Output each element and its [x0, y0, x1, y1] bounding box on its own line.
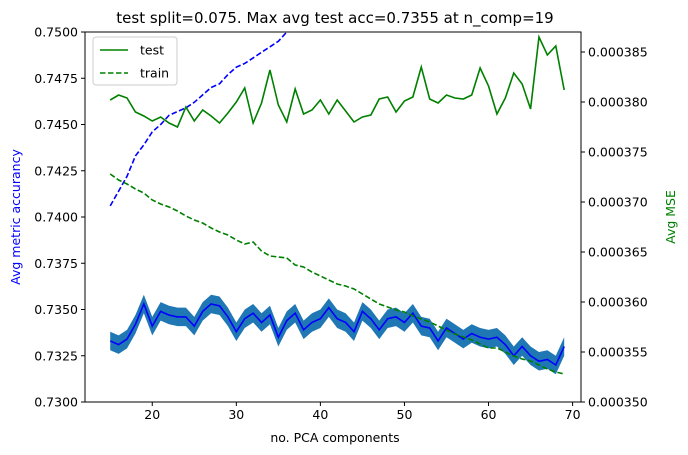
- left-y-tick-label: 0.7375: [34, 256, 78, 271]
- x-axis: 20 30 40 50 60 70: [144, 402, 581, 422]
- chart-title: test split=0.075. Max avg test acc=0.735…: [116, 9, 553, 28]
- right-y-tick-label: 0.000380: [588, 95, 648, 110]
- left-y-tick-label: 0.7400: [34, 210, 78, 225]
- left-y-tick-label: 0.7350: [34, 302, 78, 317]
- x-tick-label: 50: [397, 407, 413, 422]
- x-tick-label: 60: [481, 407, 497, 422]
- left-y-tick-label: 0.7425: [34, 163, 78, 178]
- train-mse-line: [109, 173, 565, 375]
- left-y-tick-label: 0.7500: [34, 25, 78, 40]
- right-y-tick-label: 0.000375: [588, 145, 648, 160]
- x-tick-label: 30: [228, 407, 244, 422]
- test-accuracy-band: [110, 294, 565, 375]
- left-y-tick-label: 0.7450: [34, 117, 78, 132]
- left-y-tick-label: 0.7325: [34, 348, 78, 363]
- plot-layer: [109, 32, 565, 375]
- left-y-axis-label: Avg metric accurancy: [8, 149, 23, 285]
- x-tick-label: 20: [144, 407, 160, 422]
- right-y-tick-label: 0.000360: [588, 295, 648, 310]
- train-accuracy-line: [109, 32, 288, 207]
- legend-train-label: train: [140, 66, 169, 81]
- x-axis-label: no. PCA components: [270, 430, 399, 445]
- right-y-tick-label: 0.000350: [588, 395, 648, 410]
- left-y-tick-label: 0.7300: [34, 395, 78, 410]
- x-tick-label: 40: [312, 407, 328, 422]
- test-mse-line: [109, 34, 565, 129]
- x-tick-label: 70: [565, 407, 581, 422]
- right-y-tick-label: 0.000355: [588, 345, 648, 360]
- right-y-axis: 0.000350 0.000355 0.000360 0.000365 0.000370…: [581, 45, 648, 410]
- legend-box: [92, 36, 178, 86]
- test-accuracy-line: [109, 301, 565, 367]
- legend: test train: [92, 36, 178, 86]
- right-y-tick-label: 0.000370: [588, 195, 648, 210]
- left-y-tick-label: 0.7475: [34, 71, 78, 86]
- right-y-axis-label: Avg MSE: [663, 190, 678, 244]
- legend-test-label: test: [140, 43, 164, 58]
- left-y-axis: 0.7300 0.7325 0.7350 0.7375 0.7400 0.7425 0.74…: [34, 25, 85, 410]
- right-y-tick-label: 0.000385: [588, 45, 648, 60]
- right-y-tick-label: 0.000365: [588, 245, 648, 260]
